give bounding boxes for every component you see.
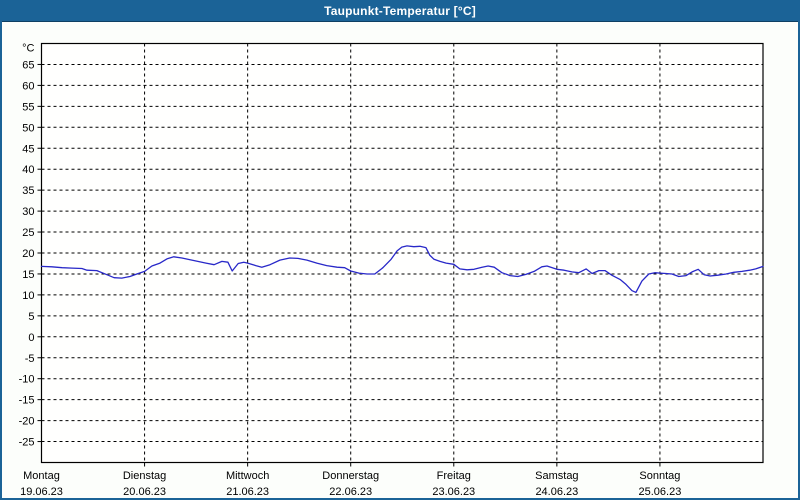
x-day-label: Mittwoch — [226, 470, 269, 482]
title-bar: Taupunkt-Temperatur [°C] — [2, 2, 798, 22]
x-day-label: Dienstag — [123, 470, 166, 482]
x-day-label: Montag — [23, 470, 60, 482]
y-tick-label: 10 — [22, 290, 34, 302]
x-day-label: Donnerstag — [322, 470, 379, 482]
y-tick-label: 25 — [22, 227, 34, 239]
y-tick-label: -25 — [19, 437, 35, 449]
x-date-label: 20.06.23 — [123, 486, 166, 498]
y-tick-label: 65 — [22, 59, 34, 71]
y-tick-label: 20 — [22, 248, 34, 260]
plot-frame — [40, 42, 764, 464]
x-date-label: 25.06.23 — [639, 486, 682, 498]
y-tick-label: 45 — [22, 143, 34, 155]
y-tick-label: -10 — [19, 374, 35, 386]
x-date-label: 21.06.23 — [226, 486, 269, 498]
x-date-label: 19.06.23 — [20, 486, 63, 498]
y-tick-label: 60 — [22, 80, 34, 92]
y-tick-label: -15 — [19, 395, 35, 407]
x-date-label: 23.06.23 — [432, 486, 475, 498]
y-tick-label: 35 — [22, 185, 34, 197]
y-tick-label: 50 — [22, 122, 34, 134]
y-tick-label: 30 — [22, 206, 34, 218]
x-date-label: 24.06.23 — [535, 486, 578, 498]
y-tick-label: 40 — [22, 164, 34, 176]
y-axis-unit-label: °C — [22, 43, 34, 55]
x-date-label: 22.06.23 — [329, 486, 372, 498]
y-tick-label: 5 — [28, 311, 34, 323]
x-day-label: Samstag — [535, 470, 578, 482]
y-tick-label: 55 — [22, 101, 34, 113]
series-line-taupunkt — [40, 245, 764, 294]
y-tick-label: 15 — [22, 269, 34, 281]
y-tick-label: -5 — [25, 353, 35, 365]
y-tick-label: -20 — [19, 416, 35, 428]
x-day-label: Freitag — [437, 470, 471, 482]
x-day-label: Sonntag — [639, 470, 680, 482]
y-tick-label: 0 — [28, 332, 34, 344]
chart-title: Taupunkt-Temperatur [°C] — [324, 4, 476, 18]
